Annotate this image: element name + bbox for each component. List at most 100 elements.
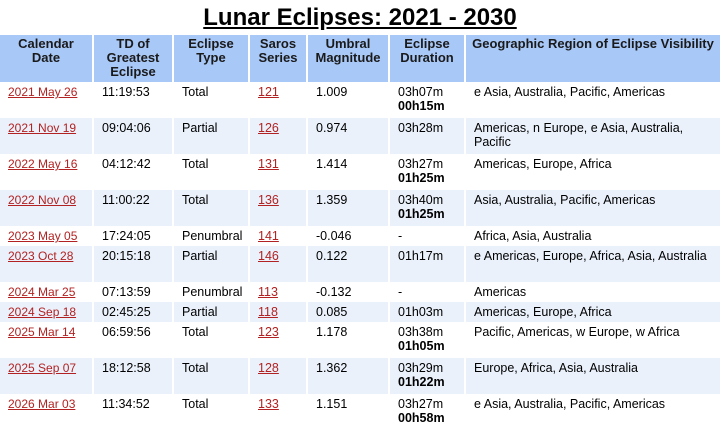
- cell-saros-series: 118: [249, 302, 308, 322]
- saros-series-link[interactable]: 123: [258, 325, 279, 339]
- header-umbral-magnitude: Umbral Magnitude: [307, 35, 390, 82]
- cell-saros-series: 123: [249, 322, 308, 358]
- cell-umbral-magnitude: 1.151: [307, 394, 390, 430]
- saros-series-link[interactable]: 136: [258, 193, 279, 207]
- cell-td-greatest: 04:12:42: [93, 154, 174, 190]
- table-row: 2025 Mar 14 06:59:56 Total 123 1.178 03h38m 01…: [0, 322, 720, 358]
- saros-series-link[interactable]: 146: [258, 249, 279, 263]
- saros-series-link[interactable]: 128: [258, 361, 279, 375]
- cell-saros-series: 126: [249, 118, 308, 154]
- cell-eclipse-duration: -: [389, 282, 466, 302]
- cell-visibility-region: Africa, Asia, Australia: [465, 226, 720, 246]
- saros-series-link[interactable]: 131: [258, 157, 279, 171]
- duration-value: 03h29m: [398, 361, 444, 375]
- header-td-greatest: TD of Greatest Eclipse: [93, 35, 174, 82]
- cell-visibility-region: Americas: [465, 282, 720, 302]
- totality-duration-value: 00h15m: [398, 99, 445, 113]
- header-eclipse-type: Eclipse Type: [173, 35, 250, 82]
- cell-td-greatest: 11:34:52: [93, 394, 174, 430]
- duration-value: 03h28m: [398, 121, 444, 135]
- cell-umbral-magnitude: 1.359: [307, 190, 390, 226]
- header-calendar-date: Calendar Date: [0, 35, 94, 82]
- saros-series-link[interactable]: 113: [258, 285, 278, 299]
- cell-eclipse-duration: 03h29m 01h22m: [389, 358, 466, 394]
- saros-series-link[interactable]: 141: [258, 229, 279, 243]
- cell-umbral-magnitude: -0.046: [307, 226, 390, 246]
- table-row: 2023 Oct 28 20:15:18 Partial 146 0.122 01h17m…: [0, 246, 720, 282]
- cell-td-greatest: 07:13:59: [93, 282, 174, 302]
- eclipse-date-link[interactable]: 2023 Oct 28: [8, 249, 74, 263]
- cell-eclipse-duration: 03h27m 01h25m: [389, 154, 466, 190]
- cell-eclipse-duration: 03h07m 00h15m: [389, 82, 466, 118]
- cell-calendar-date: 2025 Sep 07: [0, 358, 94, 394]
- cell-visibility-region: e Asia, Australia, Pacific, Americas: [465, 82, 720, 118]
- cell-umbral-magnitude: 1.178: [307, 322, 390, 358]
- duration-value: 03h27m: [398, 157, 444, 171]
- duration-value: 03h38m: [398, 325, 444, 339]
- cell-umbral-magnitude: 1.414: [307, 154, 390, 190]
- eclipse-date-link[interactable]: 2021 May 26: [8, 85, 78, 99]
- eclipse-date-link[interactable]: 2021 Nov 19: [8, 121, 77, 135]
- eclipse-date-link[interactable]: 2022 May 16: [8, 157, 78, 171]
- cell-calendar-date: 2021 Nov 19: [0, 118, 94, 154]
- cell-td-greatest: 09:04:06: [93, 118, 174, 154]
- cell-umbral-magnitude: 1.009: [307, 82, 390, 118]
- table-row: 2024 Mar 25 07:13:59 Penumbral 113 -0.132- Am…: [0, 282, 720, 302]
- header-visibility-region: Geographic Region of Eclipse Visibility: [465, 35, 720, 82]
- totality-duration-value: 01h25m: [398, 171, 445, 185]
- header-saros-series: Saros Series: [249, 35, 308, 82]
- cell-eclipse-type: Total: [173, 322, 250, 358]
- cell-eclipse-type: Partial: [173, 302, 250, 322]
- cell-eclipse-type: Total: [173, 394, 250, 430]
- duration-value: 01h17m: [398, 249, 444, 263]
- cell-eclipse-duration: 03h40m 01h25m: [389, 190, 466, 226]
- cell-calendar-date: 2021 May 26: [0, 82, 94, 118]
- eclipse-date-link[interactable]: 2022 Nov 08: [8, 193, 77, 207]
- duration-value: 03h40m: [398, 193, 444, 207]
- cell-eclipse-type: Partial: [173, 118, 250, 154]
- cell-eclipse-type: Total: [173, 190, 250, 226]
- cell-saros-series: 141: [249, 226, 308, 246]
- cell-eclipse-type: Penumbral: [173, 282, 250, 302]
- cell-eclipse-type: Total: [173, 82, 250, 118]
- cell-eclipse-duration: 01h17m: [389, 246, 466, 282]
- saros-series-link[interactable]: 118: [258, 305, 278, 319]
- table-row: 2022 Nov 08 11:00:22 Total 136 1.359 03h40m 01…: [0, 190, 720, 226]
- saros-series-link[interactable]: 121: [258, 85, 279, 99]
- eclipse-date-link[interactable]: 2025 Sep 07: [8, 361, 77, 375]
- cell-td-greatest: 06:59:56: [93, 322, 174, 358]
- cell-umbral-magnitude: 0.974: [307, 118, 390, 154]
- cell-saros-series: 131: [249, 154, 308, 190]
- eclipse-date-link[interactable]: 2026 Mar 03: [8, 397, 76, 411]
- eclipse-date-link[interactable]: 2024 Sep 18: [8, 305, 77, 319]
- cell-eclipse-type: Total: [173, 154, 250, 190]
- saros-series-link[interactable]: 126: [258, 121, 279, 135]
- totality-duration-value: 00h58m: [398, 411, 445, 425]
- cell-saros-series: 128: [249, 358, 308, 394]
- cell-calendar-date: 2023 Oct 28: [0, 246, 94, 282]
- cell-eclipse-duration: -: [389, 226, 466, 246]
- cell-eclipse-type: Penumbral: [173, 226, 250, 246]
- cell-visibility-region: e Asia, Australia, Pacific, Americas: [465, 394, 720, 430]
- cell-saros-series: 121: [249, 82, 308, 118]
- saros-series-link[interactable]: 133: [258, 397, 279, 411]
- cell-td-greatest: 17:24:05: [93, 226, 174, 246]
- table-header-row: Calendar Date TD of Greatest Eclipse Ecl…: [0, 35, 720, 82]
- eclipse-date-link[interactable]: 2024 Mar 25: [8, 285, 76, 299]
- duration-value: 03h27m: [398, 397, 444, 411]
- eclipse-date-link[interactable]: 2025 Mar 14: [8, 325, 76, 339]
- cell-eclipse-duration: 03h27m 00h58m: [389, 394, 466, 430]
- cell-eclipse-type: Partial: [173, 246, 250, 282]
- cell-saros-series: 113: [249, 282, 308, 302]
- cell-visibility-region: Americas, Europe, Africa: [465, 302, 720, 322]
- cell-calendar-date: 2023 May 05: [0, 226, 94, 246]
- cell-calendar-date: 2022 Nov 08: [0, 190, 94, 226]
- cell-calendar-date: 2026 Mar 03: [0, 394, 94, 430]
- eclipse-date-link[interactable]: 2023 May 05: [8, 229, 78, 243]
- cell-umbral-magnitude: 1.362: [307, 358, 390, 394]
- duration-value: -: [398, 285, 403, 299]
- cell-visibility-region: Americas, n Europe, e Asia, Australia, P…: [465, 118, 720, 154]
- cell-saros-series: 133: [249, 394, 308, 430]
- table-row: 2021 May 26 11:19:53 Total 121 1.009 03h07m 00…: [0, 82, 720, 118]
- cell-saros-series: 136: [249, 190, 308, 226]
